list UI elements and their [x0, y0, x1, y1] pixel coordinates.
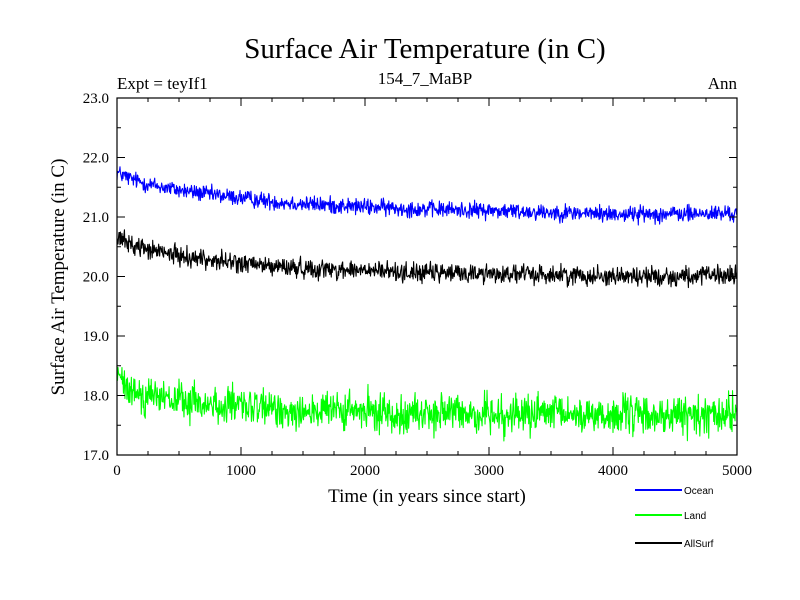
x-tick-label: 3000 [474, 463, 504, 479]
x-axis-label: Time (in years since start) [328, 486, 526, 507]
y-tick-label: 21.0 [83, 210, 109, 226]
series-line-ocean [116, 166, 738, 226]
series-line-allsurf [116, 229, 738, 289]
experiment-label: Expt = teyIf1 [117, 74, 208, 93]
series-layer [116, 166, 738, 442]
axis-ticks: 0 1000 2000 3000 4000 5000 17.0 18.0 19.0 20.0 21.… [83, 91, 752, 479]
season-label: Ann [708, 74, 738, 93]
x-tick-label: 1000 [226, 463, 256, 479]
chart-title: Surface Air Temperature (in C) [244, 33, 605, 65]
y-axis-label: Surface Air Temperature (in C) [48, 159, 69, 396]
period-label: 154_7_MaBP [378, 69, 472, 88]
series-line-land [116, 366, 738, 442]
y-tick-label: 17.0 [83, 448, 109, 464]
legend: Ocean Land AllSurf [635, 486, 714, 550]
legend-label-land: Land [684, 511, 706, 522]
y-tick-label: 23.0 [83, 91, 109, 107]
legend-label-allsurf: AllSurf [684, 539, 714, 550]
x-tick-label: 5000 [722, 463, 752, 479]
x-tick-label: 2000 [350, 463, 380, 479]
y-tick-label: 18.0 [83, 389, 109, 405]
x-tick-label: 4000 [598, 463, 628, 479]
y-tick-label: 22.0 [83, 151, 109, 167]
legend-label-ocean: Ocean [684, 486, 713, 497]
y-tick-label: 19.0 [83, 329, 109, 345]
y-tick-label: 20.0 [83, 270, 109, 286]
x-tick-label: 0 [113, 463, 121, 479]
